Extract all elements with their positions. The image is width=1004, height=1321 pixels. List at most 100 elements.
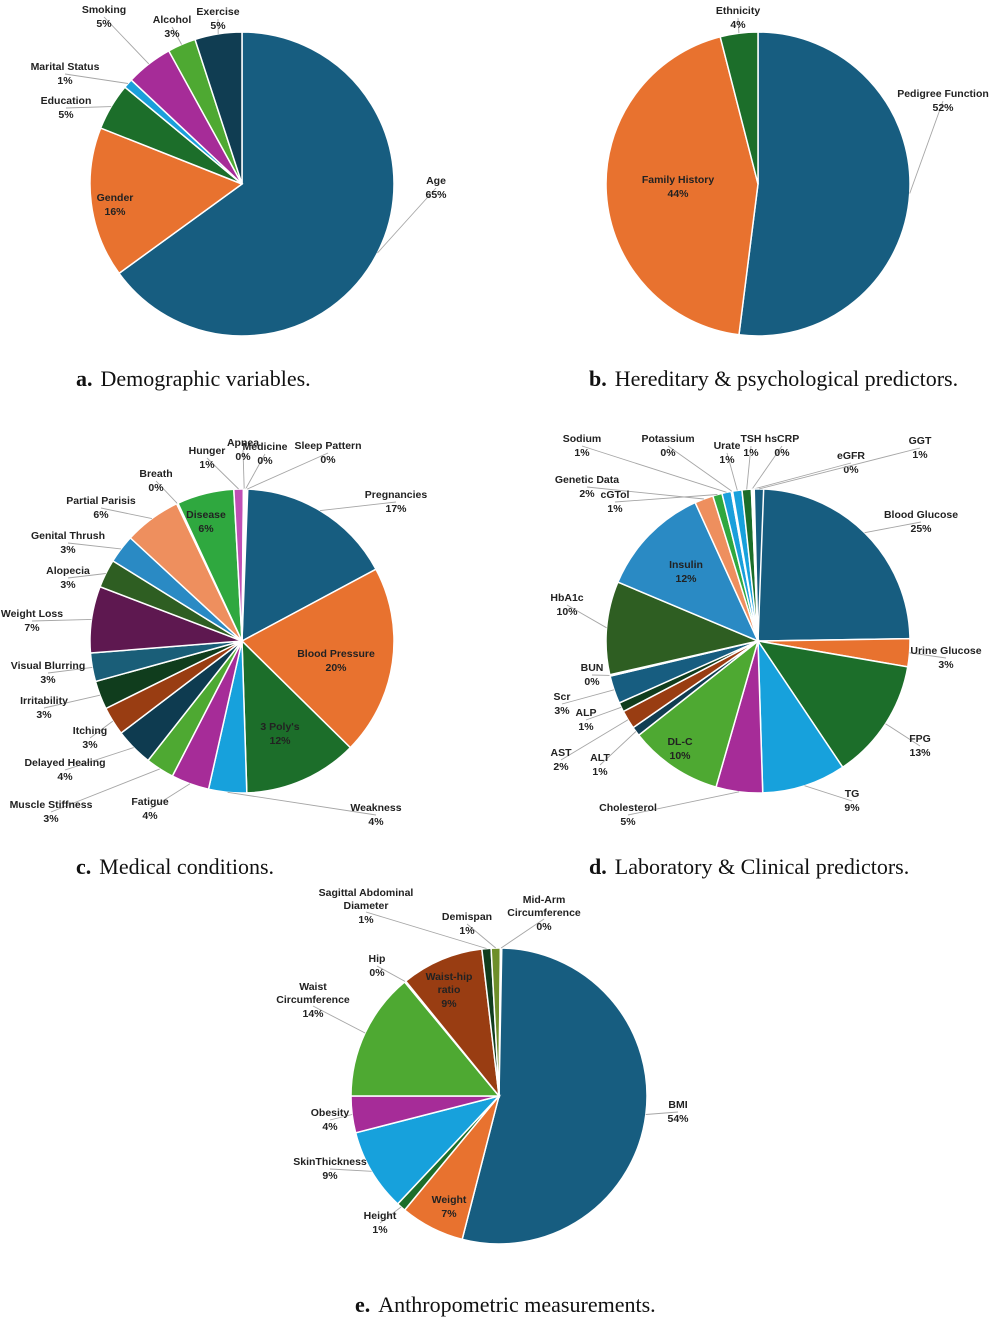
label-hip: Hip 0% (369, 953, 386, 979)
leader-line-egfr (753, 462, 852, 490)
slice-dl-c (637, 638, 760, 789)
label-3-poly-s: 3 Poly's 12% (260, 721, 299, 747)
leader-line-pedigree-function (909, 100, 944, 194)
label-potassium: Potassium 0% (641, 433, 694, 459)
leader-line-pregnancies (320, 501, 397, 512)
value-hscrp: 0% (774, 447, 790, 459)
value-irritability: 3% (36, 709, 52, 721)
label-tsh: TSH 1% (741, 433, 762, 459)
label-family-history: Family History 44% (642, 174, 715, 200)
label-insulin: Insulin 12% (669, 559, 703, 585)
slice-waist-hip-ratio (404, 948, 501, 1099)
value-visual-blurring: 3% (40, 674, 56, 686)
leader-line-bmi (645, 1111, 679, 1115)
value-tg: 9% (844, 802, 860, 814)
label-muscle-stiffness: Muscle Stiffness 3% (10, 799, 93, 825)
leader-line-height (379, 1206, 402, 1224)
label-sagittal-abdominal-diameter: Sagittal Abdominal Diameter 1% (319, 887, 414, 926)
value-ethnicity: 4% (730, 19, 746, 31)
value-alt: 1% (592, 766, 608, 778)
label-hunger: Hunger 1% (189, 445, 226, 471)
value-3-poly-s: 12% (269, 735, 291, 747)
value-partial-parisis: 6% (93, 509, 109, 521)
label-alopecia: Alopecia 3% (46, 565, 90, 591)
slice-gender (89, 127, 244, 275)
slice-waist-circumference (350, 980, 501, 1097)
leader-line-tsh (746, 445, 752, 490)
value-muscle-stiffness: 3% (43, 813, 59, 825)
label-waist-hip-ratio: Waist-hip ratio 9% (426, 971, 473, 1010)
leader-line-mid-arm-circumference (500, 918, 545, 949)
label-pedigree-function: Pedigree Function 52% (897, 88, 989, 114)
leader-line-ggt (758, 447, 921, 490)
label-ethnicity: Ethnicity 4% (716, 5, 760, 31)
label-ast: AST 2% (551, 747, 573, 773)
value-hunger: 1% (199, 459, 215, 471)
label-delayed-healing: Delayed Healing 4% (24, 757, 105, 783)
label-weight: Weight 7% (432, 1194, 467, 1220)
leader-line-visual-blurring (47, 666, 93, 674)
value-dl-c: 10% (669, 750, 691, 762)
label-pregnancies: Pregnancies 17% (365, 489, 428, 515)
label-bmi: BMI 54% (667, 1099, 689, 1125)
label-weakness: Weakness 4% (350, 802, 401, 828)
label-genetic-data: Genetic Data 2% (555, 474, 619, 500)
value-weight: 7% (441, 1208, 457, 1220)
leader-line-obesity (329, 1114, 353, 1121)
value-fatigue: 4% (142, 810, 158, 822)
value-ggt: 1% (912, 449, 928, 461)
label-age: Age 65% (425, 175, 447, 201)
value-breath: 0% (148, 482, 164, 494)
leader-line-education (65, 106, 112, 109)
label-demispan: Demispan 1% (442, 911, 492, 937)
leader-line-alopecia (67, 573, 106, 579)
leader-line-sodium (581, 445, 727, 493)
label-sodium: Sodium 1% (563, 433, 602, 459)
leader-line-ethnicity (737, 17, 740, 34)
leader-line-tg (804, 785, 853, 802)
label-hba1c: HbA1c 10% (550, 592, 583, 618)
label-egfr: eGFR 0% (837, 450, 865, 476)
caption-d: d. Laboratory & Clinical predictors. (589, 854, 910, 879)
pie-chart-d: Blood Glucose 25% Urine Glucose 3% FPG 13% TG 9… (550, 433, 981, 828)
value-itching: 3% (82, 739, 98, 751)
label-smoking: Smoking 5% (82, 4, 126, 30)
label-alp: ALP 1% (576, 707, 597, 733)
pie-chart-a: Age 65% Gender 16% Education 5% Marital Status… (31, 4, 447, 337)
label-weight-loss: Weight Loss 7% (1, 608, 63, 634)
label-genital-thrush: Genital Thrush 3% (31, 530, 105, 556)
leader-line-smoking (103, 16, 150, 65)
label-bun: BUN 0% (581, 662, 604, 688)
value-alopecia: 3% (60, 579, 76, 591)
slice-3-poly-s (241, 639, 352, 794)
leader-line-urine-glucose (909, 652, 947, 659)
label-ggt: GGT 1% (909, 435, 932, 461)
pie-chart-e: BMI 54% Weight 7% Height 1% SkinThickness 9% Obe… (276, 887, 689, 1245)
value-education: 5% (58, 109, 74, 121)
value-cholesterol: 5% (620, 816, 636, 828)
leader-line-alcohol (171, 26, 182, 45)
label-gender: Gender 16% (97, 192, 134, 218)
leader-line-blood-glucose (864, 521, 922, 534)
value-obesity: 4% (322, 1121, 338, 1133)
label-mid-arm-circumference: Mid-Arm Circumference 0% (507, 894, 581, 933)
slice-tg (757, 638, 844, 794)
leader-line-weakness (227, 791, 377, 816)
value-tsh: 1% (743, 447, 759, 459)
leader-line-irritability (43, 694, 101, 709)
leader-line-hscrp (751, 445, 783, 490)
leader-line-waist-circumference (312, 1005, 366, 1034)
leader-line-demispan (466, 923, 496, 949)
leader-line-genital-thrush (67, 542, 122, 550)
leader-line-ast (560, 719, 629, 761)
leader-line-cgtol (614, 494, 718, 503)
caption-b: b. Hereditary & psychological predictors. (589, 366, 959, 391)
leader-line-hba1c (566, 604, 607, 629)
leader-line-partial-parisis (100, 507, 152, 520)
leader-line-age (377, 187, 437, 254)
leader-line-cholesterol (627, 791, 740, 816)
leader-line-fatigue (149, 783, 191, 810)
label-alt: ALT 1% (590, 752, 610, 778)
caption-e: e. Anthropometric measurements. (355, 1292, 656, 1317)
